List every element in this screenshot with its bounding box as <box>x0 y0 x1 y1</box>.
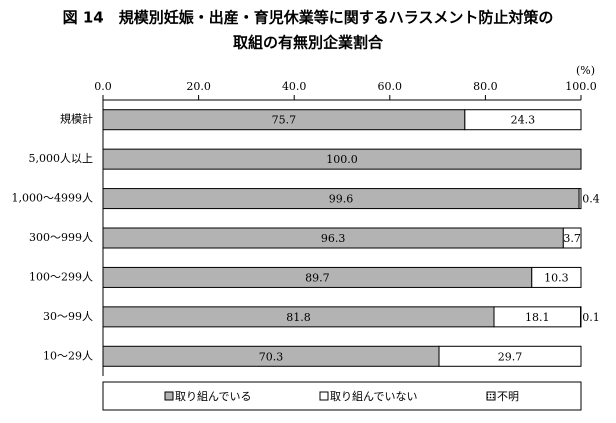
data-label: 0.4 <box>582 193 600 206</box>
data-label: 70.3 <box>259 350 284 363</box>
data-label: 24.3 <box>511 114 536 127</box>
legend-box <box>102 381 582 411</box>
x-tick-label: 40.0 <box>282 80 307 93</box>
data-label: 18.1 <box>525 311 550 324</box>
x-tick-label: 100.0 <box>565 80 597 93</box>
data-label: 96.3 <box>321 232 346 245</box>
legend-label: 不明 <box>497 390 519 403</box>
bar-segment <box>438 345 582 367</box>
bar-segment <box>464 109 582 131</box>
y-tick-label: 1,000～4999人 <box>12 192 94 205</box>
legend-label: 取り組んでいない <box>330 390 417 403</box>
x-tick-label: 20.0 <box>186 80 211 93</box>
data-label: 75.7 <box>272 114 297 127</box>
legend-swatch <box>486 391 496 401</box>
data-label: 99.6 <box>329 193 354 206</box>
data-label: 100.0 <box>326 153 358 166</box>
y-tick-label: 100～299人 <box>29 270 93 283</box>
x-tick-label: 60.0 <box>378 80 403 93</box>
data-label: 10.3 <box>544 271 569 284</box>
y-tick-label: 300～999人 <box>29 231 93 244</box>
legend-swatch <box>164 391 174 401</box>
data-label: 29.7 <box>498 350 523 363</box>
unit-label: (%) <box>576 64 595 77</box>
x-tick-label: 0.0 <box>94 80 112 93</box>
bar-segment <box>531 266 582 288</box>
data-label: 3.7 <box>563 232 581 245</box>
chart-title: 図 14 規模別妊娠・出産・育児休業等に関するハラスメント防止対策の <box>63 9 554 27</box>
y-tick-label: 30～99人 <box>43 310 93 323</box>
data-label: 89.7 <box>305 271 330 284</box>
data-label: 0.1 <box>582 311 600 324</box>
data-label: 81.8 <box>286 311 311 324</box>
bar-segment <box>102 148 582 170</box>
legend-label: 取り組んでいる <box>175 390 251 403</box>
bar-segment <box>578 188 582 210</box>
chart-title: 取組の有無別企業割合 <box>233 34 384 52</box>
bar-segment <box>562 227 582 249</box>
legend-swatch <box>319 391 329 401</box>
y-tick-label: 10～29人 <box>43 349 93 362</box>
x-tick-label: 80.0 <box>473 80 498 93</box>
y-tick-label: 5,000人以上 <box>29 152 94 165</box>
y-tick-label: 規模計 <box>60 112 93 126</box>
